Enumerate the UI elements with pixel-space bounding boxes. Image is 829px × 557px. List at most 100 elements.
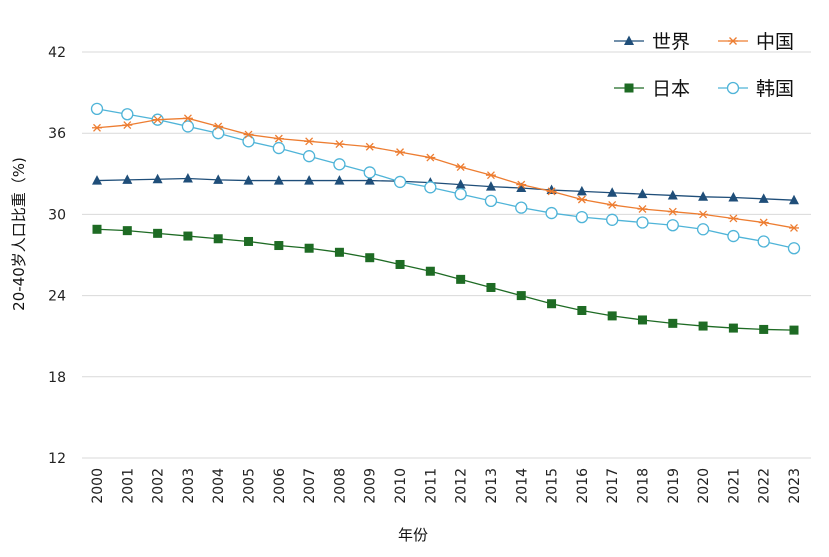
- data-point: [728, 191, 739, 202]
- data-point: [728, 323, 738, 333]
- data-point: [304, 137, 315, 146]
- data-point: [92, 224, 102, 234]
- x-tick-label: 2006: [272, 468, 288, 504]
- x-tick-label: 2005: [242, 468, 258, 504]
- series-4: [90, 102, 801, 255]
- data-point: [456, 274, 466, 284]
- data-point: [516, 180, 527, 189]
- x-axis-ticks: 2000 2001 2002 2003 2004 2005 2006 2007 2008 2009…: [90, 468, 803, 504]
- data-point: [516, 182, 527, 193]
- legend-marker: [624, 83, 634, 93]
- x-tick-label: 2016: [575, 468, 591, 504]
- data-point: [789, 325, 799, 335]
- x-tick-label: 2007: [302, 468, 318, 504]
- data-point: [637, 205, 648, 213]
- data-point: [92, 175, 102, 185]
- data-point: [182, 114, 193, 123]
- x-tick-label: 2012: [454, 468, 470, 504]
- legend-label: 世界: [652, 31, 690, 53]
- x-tick-label: 2017: [605, 468, 621, 504]
- data-point: [182, 173, 193, 183]
- legend-marker: [726, 81, 740, 95]
- data-point: [244, 236, 254, 246]
- data-point: [243, 130, 254, 139]
- data-point: [393, 175, 407, 189]
- data-point: [666, 219, 679, 232]
- x-tick-label: 2010: [393, 468, 409, 504]
- data-point: [607, 187, 618, 197]
- data-point: [758, 218, 769, 227]
- data-point: [698, 191, 709, 201]
- data-point: [273, 175, 284, 185]
- data-point: [152, 173, 163, 184]
- series-lines: [90, 102, 801, 335]
- x-tick-label: 2019: [666, 468, 682, 504]
- data-point: [698, 321, 708, 331]
- data-point: [576, 185, 587, 196]
- data-point: [152, 115, 163, 124]
- data-point: [243, 175, 254, 185]
- data-point: [334, 247, 344, 257]
- data-point: [365, 253, 375, 263]
- data-point: [789, 223, 799, 232]
- x-tick-label: 2020: [696, 468, 712, 504]
- data-point: [758, 193, 769, 203]
- data-point: [486, 282, 496, 292]
- legend-item: 日本: [614, 78, 690, 100]
- data-point: [90, 102, 104, 115]
- data-point: [546, 187, 557, 196]
- x-tick-label: 2011: [423, 468, 439, 504]
- x-tick-label: 2004: [211, 468, 227, 504]
- data-point: [757, 235, 770, 248]
- data-point: [213, 122, 224, 131]
- data-point: [92, 123, 102, 132]
- data-point: [333, 158, 346, 171]
- data-point: [181, 120, 195, 133]
- data-point: [547, 299, 557, 309]
- data-point: [484, 194, 498, 208]
- data-point: [213, 174, 224, 184]
- data-point: [273, 134, 284, 143]
- data-point: [727, 229, 740, 243]
- data-point: [789, 194, 799, 205]
- data-point: [637, 188, 648, 199]
- x-tick-label: 2022: [757, 468, 773, 504]
- data-point: [637, 315, 647, 325]
- data-point: [212, 127, 225, 140]
- legend-item: 中国: [718, 31, 794, 53]
- data-point: [304, 243, 314, 253]
- data-point: [424, 181, 437, 194]
- data-point: [395, 259, 405, 269]
- x-tick-label: 2000: [90, 468, 106, 504]
- series-2: [92, 114, 799, 232]
- x-tick-label: 2003: [181, 468, 197, 504]
- data-point: [606, 213, 619, 226]
- y-tick-label: 30: [48, 207, 66, 223]
- data-point: [607, 311, 617, 321]
- data-point: [516, 291, 526, 301]
- data-point: [696, 223, 710, 236]
- data-point: [363, 166, 376, 179]
- x-tick-label: 2021: [726, 468, 742, 504]
- y-tick-label: 42: [48, 45, 66, 61]
- legend-marker: [624, 35, 634, 45]
- data-point: [364, 175, 375, 185]
- data-point: [395, 148, 406, 157]
- x-tick-label: 2008: [332, 468, 348, 504]
- data-point: [304, 175, 315, 185]
- legend-label: 日本: [652, 78, 690, 100]
- data-point: [242, 135, 255, 148]
- data-point: [272, 141, 285, 155]
- x-tick-label: 2023: [787, 468, 803, 504]
- data-point: [545, 206, 558, 220]
- legend-item: 韩国: [718, 78, 794, 100]
- data-point: [153, 228, 163, 238]
- data-point: [759, 324, 769, 334]
- data-point: [667, 207, 678, 216]
- series-line: [96, 177, 795, 201]
- y-tick-label: 24: [48, 289, 66, 305]
- data-point: [122, 226, 132, 236]
- data-point: [576, 195, 587, 204]
- legend-marker: [728, 37, 738, 45]
